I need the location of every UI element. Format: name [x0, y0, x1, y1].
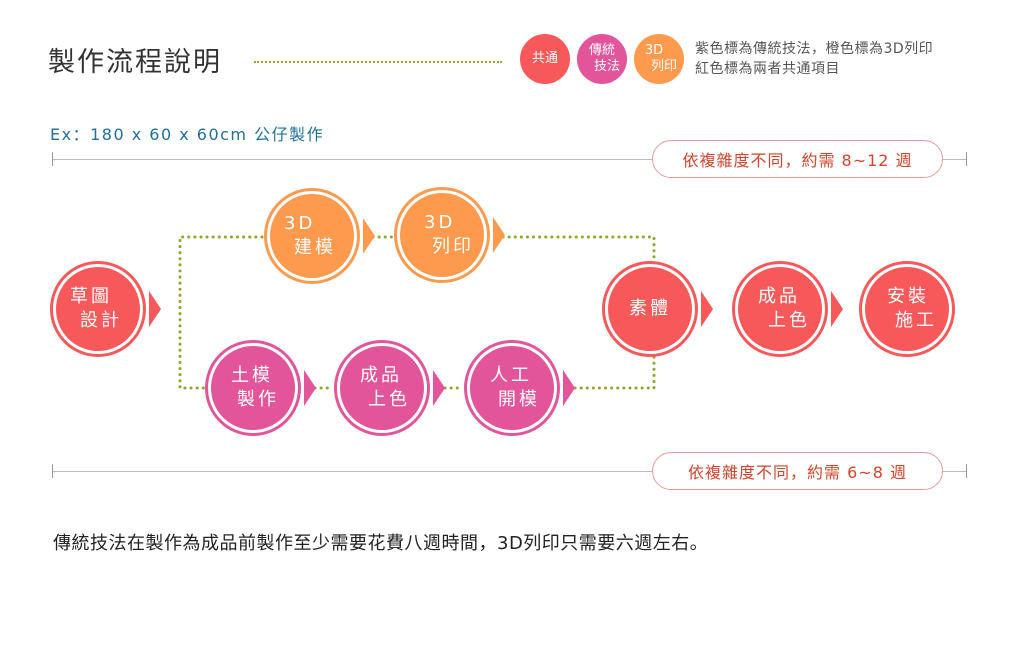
- legend-description: 紫色標為傳統技法，橙色標為3D列印 紅色標為兩者共通項目: [695, 39, 933, 79]
- timeline-3d-label: 依複雜度不同，約需 8~12 週: [652, 140, 943, 178]
- legend-label: 列印: [650, 59, 677, 74]
- timeline-tick: [52, 464, 53, 478]
- node-base-body: 素體: [602, 261, 698, 357]
- legend-text-line: 紅色標為兩者共通項目: [695, 61, 840, 77]
- title-divider: [254, 61, 502, 63]
- timeline-tick: [966, 152, 967, 166]
- connector: [501, 235, 656, 260]
- page-title: 製作流程說明: [48, 47, 222, 78]
- arrow-icon: [493, 217, 505, 253]
- node-sketch-design: 草圖設計: [50, 261, 146, 357]
- node-label: 草圖: [70, 286, 112, 307]
- summary-text: 傳統技法在製作為成品前製作至少需要花費八週時間，3D列印只需要六週左右。: [53, 533, 709, 554]
- node-painting-common: 成品上色: [732, 261, 828, 357]
- timeline-3d-line: [52, 159, 966, 160]
- node-label: 設計: [80, 310, 122, 331]
- node-label: 製作: [237, 389, 279, 410]
- example-caption: Ex：180 x 60 x 60cm 公仔製作: [50, 125, 325, 144]
- arrow-icon: [149, 291, 161, 327]
- arrow-icon: [701, 291, 713, 327]
- node-label: 3D: [284, 213, 316, 234]
- legend-common: 共通: [520, 34, 570, 84]
- node-label: 建模: [294, 237, 336, 258]
- node-label: 成品: [758, 286, 800, 307]
- arrow-icon: [433, 370, 445, 406]
- arrow-icon: [563, 370, 575, 406]
- legend-label: 傳統: [588, 43, 615, 58]
- connector: [573, 355, 656, 390]
- legend-3d-print: 3D 列印: [634, 34, 684, 84]
- node-3d-printing: 3D 列印: [394, 187, 490, 283]
- node-clay-modeling: 土模製作: [205, 340, 301, 436]
- node-3d-modeling: 3D 建模: [264, 188, 360, 284]
- timeline-traditional-label: 依複雜度不同，約需 6~8 週: [652, 452, 943, 490]
- node-manual-molding: 人工開模: [464, 340, 560, 436]
- arrow-icon: [831, 291, 843, 327]
- timeline-traditional-line: [52, 471, 966, 472]
- timeline-tick: [966, 464, 967, 478]
- legend-label: 3D: [644, 43, 664, 58]
- legend-label: 技法: [593, 59, 620, 74]
- legend-text-line: 紫色標為傳統技法，橙色標為3D列印: [695, 41, 934, 57]
- node-label: 土模: [231, 365, 273, 386]
- arrow-icon: [363, 218, 375, 254]
- node-installation: 安裝施工: [859, 261, 955, 357]
- node-painting-traditional: 成品上色: [334, 340, 430, 436]
- connector: [178, 235, 264, 390]
- node-label: 開模: [498, 389, 540, 410]
- node-label: 安裝: [887, 286, 929, 307]
- node-label: 列印: [432, 236, 474, 257]
- node-label: 素體: [629, 298, 671, 319]
- node-label: 人工: [490, 365, 532, 386]
- legend-traditional: 傳統 技法: [577, 34, 627, 84]
- node-label: 3D: [424, 212, 456, 233]
- node-label: 成品: [360, 365, 402, 386]
- legend-label: 共通: [531, 51, 558, 66]
- node-label: 上色: [768, 310, 810, 331]
- arrow-icon: [304, 370, 316, 406]
- node-label: 施工: [895, 310, 937, 331]
- node-label: 上色: [368, 389, 410, 410]
- timeline-tick: [52, 152, 53, 166]
